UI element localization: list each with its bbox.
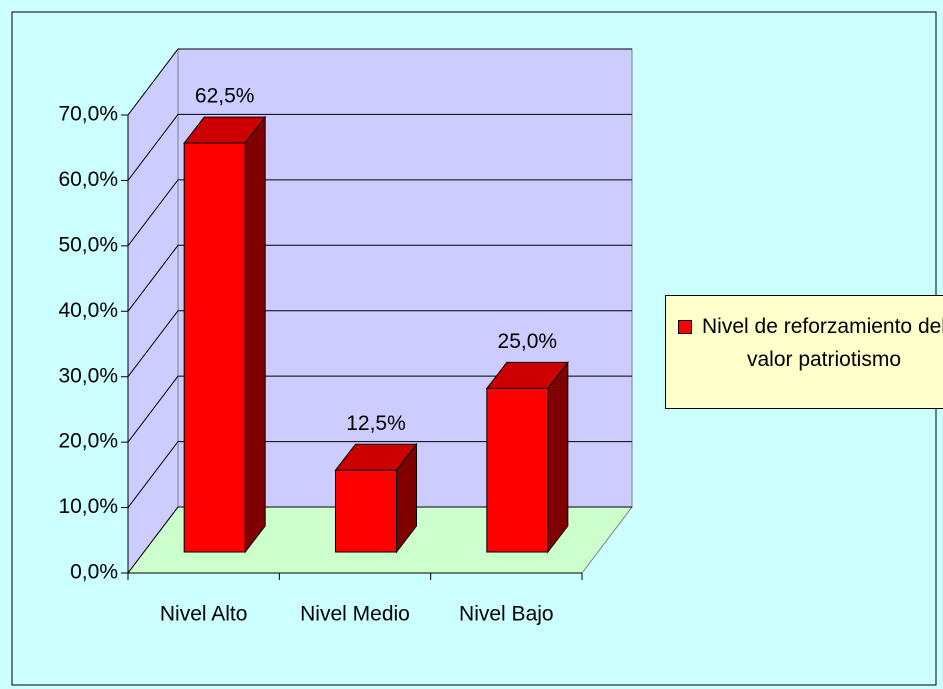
x-tick-label: Nivel Bajo [459,603,554,626]
y-tick-label: 70,0% [58,103,118,126]
grid-line [127,113,632,181]
x-tick-label: Nivel Medio [300,603,410,626]
legend-label: Nivel de reforzamiento del valor patriot… [702,315,943,371]
grid-line [127,506,632,574]
bar-side [244,115,266,554]
bar-side [547,360,569,554]
grid-line [127,375,632,443]
y-tick-label: 0,0% [70,561,118,584]
value-label: 12,5% [346,412,406,435]
bar [486,387,549,553]
bar [335,469,397,553]
grid-line [127,48,632,116]
y-tick-label: 40,0% [58,299,118,322]
side-wall [127,47,179,575]
grid-line [127,179,632,247]
legend-key [678,320,692,334]
legend: Nivel de reforzamiento del valor patriot… [665,295,943,409]
grid-line [127,310,632,378]
y-tick-label: 60,0% [58,168,118,191]
value-label: 62,5% [195,85,255,108]
y-tick-label: 50,0% [58,233,118,256]
y-tick-label: 30,0% [58,364,118,387]
y-tick-label: 20,0% [58,430,118,453]
bar [183,142,246,553]
y-tick-label: 10,0% [58,495,118,518]
grid-line [127,441,632,508]
value-label: 25,0% [498,330,558,353]
grid-line [127,244,632,312]
x-tick-label: Nivel Alto [160,603,248,626]
